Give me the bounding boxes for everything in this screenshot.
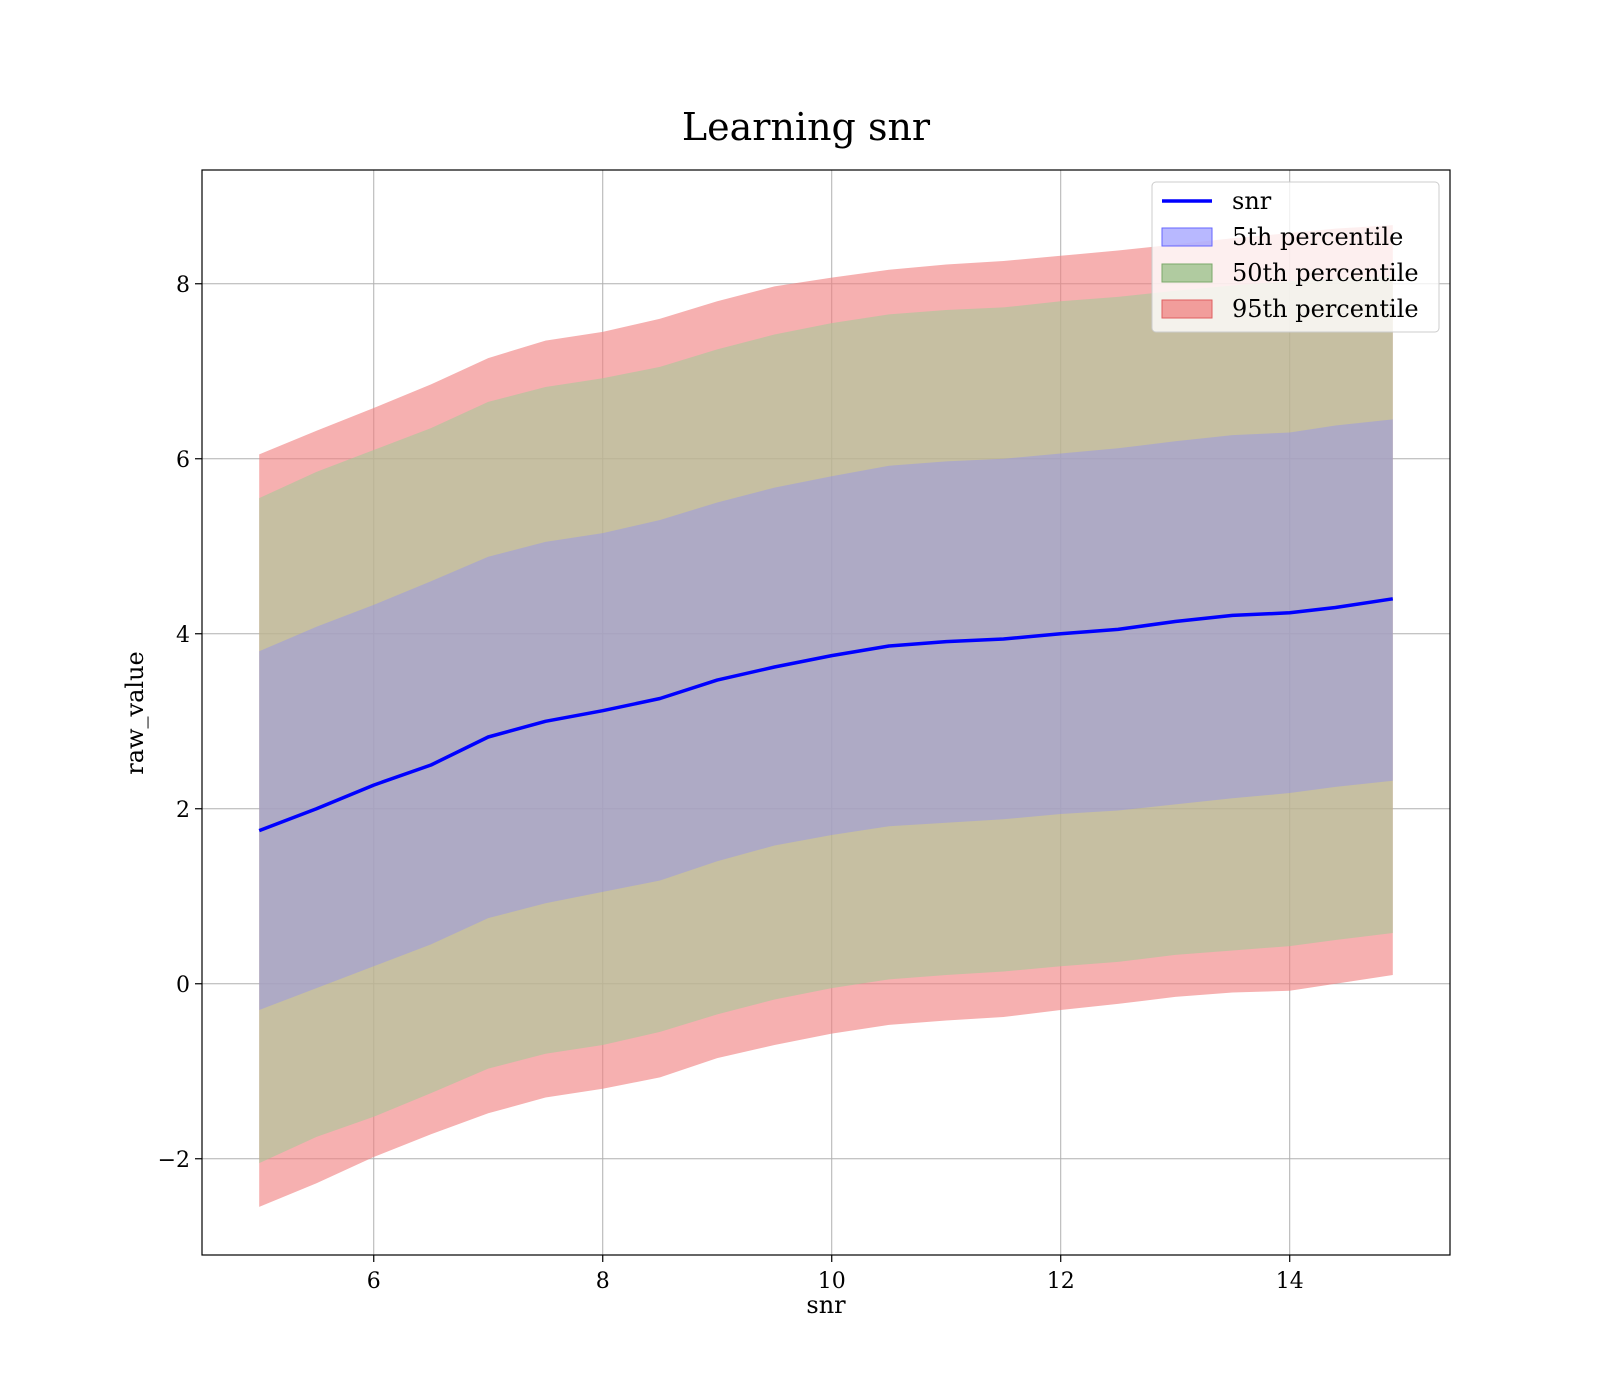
band-5th-percentile — [259, 419, 1393, 1010]
snr-line-layer — [258, 597, 1394, 833]
y-tick-label-5: 8 — [176, 273, 190, 298]
y-axis-label: raw_value — [121, 651, 149, 775]
percentile-bands — [259, 225, 1393, 1207]
legend: snr 5th percentile 50th percentile 95th … — [1151, 181, 1440, 333]
x-tick-label-1: 8 — [596, 1269, 610, 1294]
legend-box — [1151, 181, 1440, 333]
plot-frame — [201, 169, 1451, 1256]
legend-label-5th: 5th percentile — [1232, 223, 1403, 251]
x-tick-label-2: 10 — [818, 1269, 846, 1294]
y-tick-label-1: 0 — [176, 973, 190, 998]
legend-swatch-95th — [1161, 299, 1213, 319]
y-tick-label-4: 6 — [176, 448, 190, 473]
x-tick-label-0: 6 — [367, 1269, 381, 1294]
legend-swatch-5th — [1161, 227, 1213, 247]
legend-label-95th: 95th percentile — [1232, 295, 1419, 323]
y-tick-label-3: 4 — [176, 623, 190, 648]
legend-label-50th: 50th percentile — [1232, 259, 1419, 287]
y-tick-label-0: −2 — [158, 1148, 190, 1173]
legend-swatch-50th — [1161, 263, 1213, 283]
x-tick-label-3: 12 — [1047, 1269, 1075, 1294]
band-50th-percentile — [259, 276, 1393, 1164]
snr-line — [258, 597, 1394, 833]
x-tick-label-4: 14 — [1276, 1269, 1304, 1294]
axis-ticks: 6 8 10 12 14 −2 0 2 4 6 8 — [158, 273, 1304, 1294]
legend-label-snr: snr — [1232, 187, 1272, 215]
chart-title: Learning snr — [682, 105, 931, 149]
y-tick-label-2: 2 — [176, 798, 190, 823]
x-axis-label: snr — [806, 1291, 846, 1319]
